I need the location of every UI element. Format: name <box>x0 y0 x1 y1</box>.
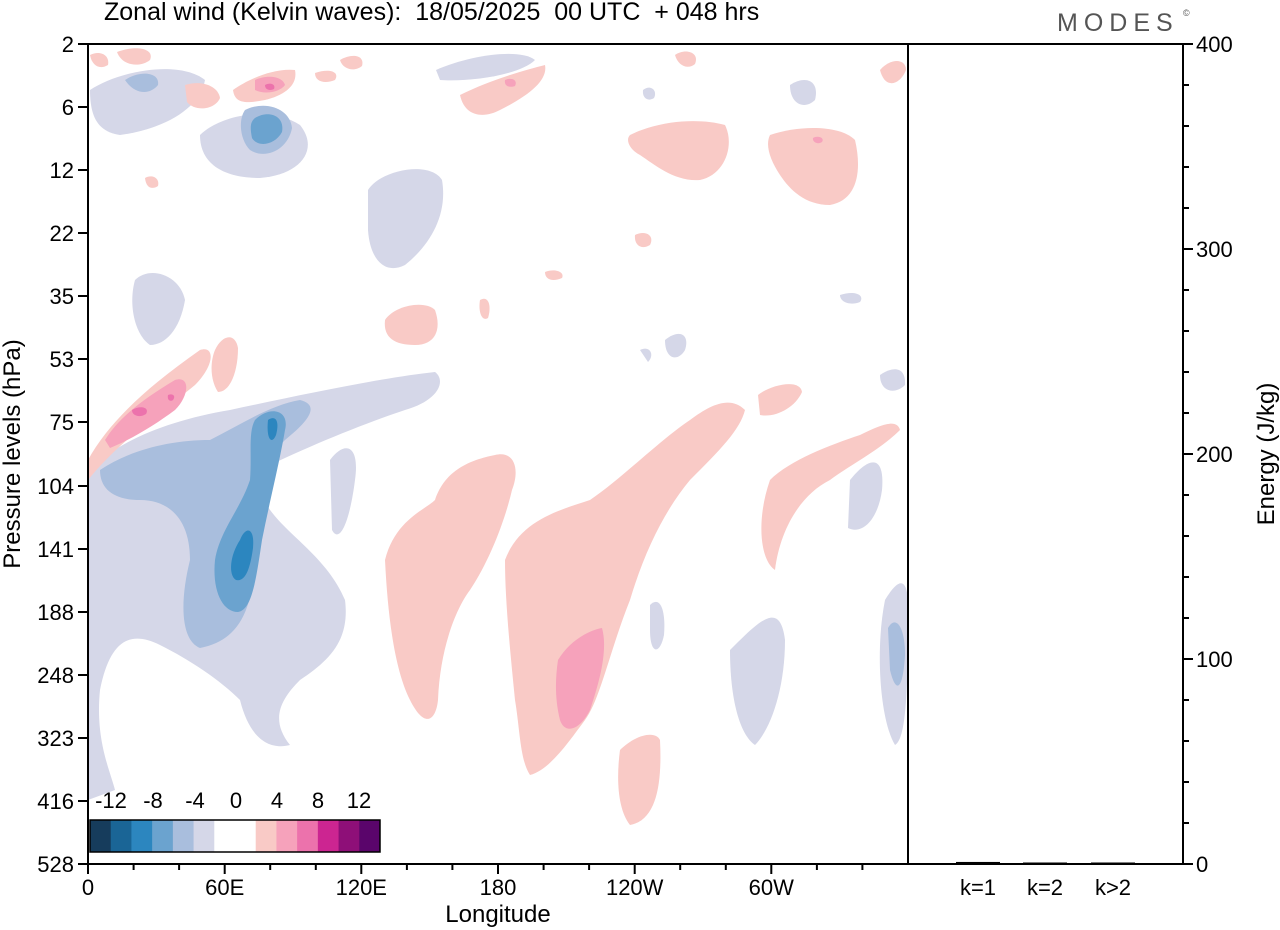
modes-logo: MODES <box>1057 9 1179 37</box>
y-tick-label: 35 <box>50 284 74 309</box>
colorbar-label: -8 <box>143 788 163 813</box>
y-tick-label: 248 <box>37 663 74 688</box>
colorbar-label: 0 <box>230 788 242 813</box>
y-tick-label: 53 <box>50 347 74 372</box>
energy-category-label: k=1 <box>960 875 996 900</box>
y-axis-title: Pressure levels (hPa) <box>0 339 26 568</box>
colorbar-cell <box>255 820 277 852</box>
energy-tick-label: 400 <box>1196 32 1233 57</box>
colorbar-cell <box>235 820 257 852</box>
colorbar-label: 8 <box>312 788 324 813</box>
y-tick-label: 188 <box>37 600 74 625</box>
x-tick-label: 60W <box>749 875 794 900</box>
y-tick-label: 6 <box>62 95 74 120</box>
copyright-mark: © <box>1183 8 1190 18</box>
x-tick-label: 180 <box>480 875 517 900</box>
y-tick-label: 104 <box>37 474 74 499</box>
colorbar-label: -12 <box>95 788 127 813</box>
colorbar-cell <box>193 820 215 852</box>
colorbar-cell <box>90 820 112 852</box>
energy-bar <box>1091 862 1135 864</box>
y-tick-label: 141 <box>37 537 74 562</box>
energy-ticks <box>1183 43 1193 865</box>
colorbar-label: 12 <box>347 788 371 813</box>
x-axis-title: Longitude <box>445 901 550 928</box>
zonal-wind-heatmap <box>88 48 908 825</box>
colorbar-cells <box>90 820 381 852</box>
colorbar-legend: -12 -8 -4 0 4 8 12 <box>89 788 381 853</box>
colorbar-border <box>89 819 381 853</box>
x-minor-ticks <box>132 864 864 870</box>
y-tick-label: 323 <box>37 726 74 751</box>
energy-bar <box>1023 862 1067 864</box>
colorbar-label: -4 <box>185 788 205 813</box>
colorbar-cell <box>214 820 236 852</box>
colorbar-cell <box>276 820 298 852</box>
energy-category-label: k>2 <box>1095 875 1131 900</box>
y-tick-label: 75 <box>50 410 74 435</box>
y-tick-label: 528 <box>37 852 74 877</box>
x-tick-label: 120W <box>606 875 664 900</box>
x-tick-label: 0 <box>82 875 94 900</box>
colorbar-label: 4 <box>271 788 283 813</box>
y-tick-label: 416 <box>37 789 74 814</box>
y-tick-label: 2 <box>62 32 74 57</box>
x-tick-label: 60E <box>205 875 244 900</box>
colorbar-cell <box>110 820 132 852</box>
energy-bars <box>956 861 1135 864</box>
energy-bar <box>956 861 1000 864</box>
colorbar-cell <box>152 820 174 852</box>
energy-tick-label: 300 <box>1196 237 1233 262</box>
colorbar-cell <box>297 820 319 852</box>
colorbar-cell <box>338 820 360 852</box>
energy-tick-label: 0 <box>1196 852 1208 877</box>
y-tick-label: 22 <box>50 221 74 246</box>
colorbar-cell <box>359 820 381 852</box>
longitude-axis: 0 60E 120E 180 120W 60W Longitude <box>82 864 864 928</box>
colorbar-cell <box>317 820 340 852</box>
energy-tick-label: 200 <box>1196 442 1233 467</box>
energy-axis-title: Energy (J/kg) <box>1253 383 1280 526</box>
easterly-strong-regions <box>231 418 278 581</box>
colorbar-cell <box>131 820 153 852</box>
chart-title: Zonal wind (Kelvin waves): 18/05/2025 00… <box>104 0 760 26</box>
energy-tick-label: 100 <box>1196 647 1233 672</box>
westerly-moderate-regions <box>105 76 823 729</box>
pressure-axis: 2 6 12 22 35 53 75 104 141 188 248 323 4… <box>0 32 88 877</box>
x-major-ticks <box>87 864 773 874</box>
y-tick-label: 12 <box>50 158 74 183</box>
energy-axis: 0 100 200 300 400 Energy (J/kg) <box>1183 32 1280 877</box>
x-tick-label: 120E <box>336 875 387 900</box>
colorbar-cell <box>172 820 195 852</box>
energy-category-label: k=2 <box>1027 875 1063 900</box>
westerly-strong-regions <box>132 83 275 417</box>
